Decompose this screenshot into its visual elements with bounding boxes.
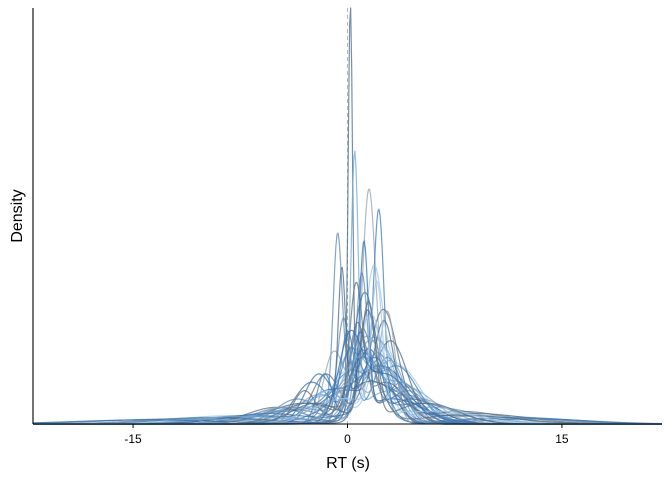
x-axis-ticks: -15 0 15 [124,424,569,446]
plot-area [32,7,663,425]
axes: -15 0 15 [32,8,662,446]
x-axis-title: RT (s) [326,455,370,472]
y-axis-title: Density [9,189,26,242]
x-tick-label: 0 [344,432,351,446]
density-series-group [32,7,663,425]
x-tick-label: 15 [555,432,569,446]
x-tick-label: -15 [124,432,142,446]
